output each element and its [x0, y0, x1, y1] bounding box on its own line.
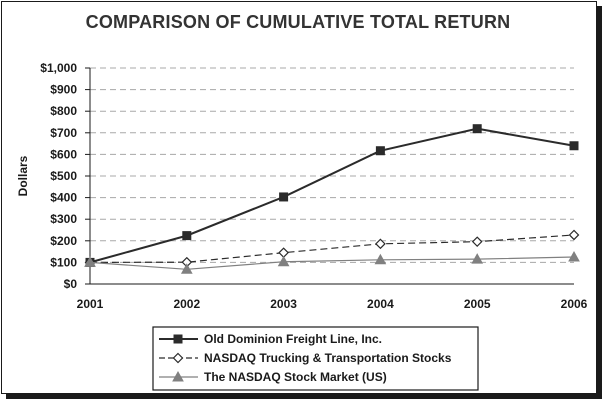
x-tick-label: 2002 [173, 297, 200, 311]
data-point-s3 [84, 256, 96, 267]
y-axis-title: Dollars [16, 155, 30, 196]
legend-swatch-marker [173, 334, 183, 344]
legend-label: The NASDAQ Stock Market (US) [204, 370, 387, 384]
data-point-s2 [375, 238, 386, 250]
data-point-s1 [182, 231, 192, 241]
data-point-s3 [180, 263, 193, 274]
y-tick-label: $800 [50, 104, 77, 118]
legend-label: NASDAQ Trucking & Transportation Stocks [204, 351, 452, 365]
series-line-3 [89, 256, 575, 270]
chart-shadow-right [597, 6, 602, 395]
data-point-s3 [374, 253, 387, 265]
y-tick-label: $0 [64, 277, 78, 291]
data-point-s1 [472, 124, 482, 134]
data-point-s1 [279, 192, 289, 202]
legend-box [152, 326, 479, 391]
x-tick-label: 2004 [367, 297, 394, 311]
y-tick-label: $700 [50, 126, 77, 140]
x-tick-label: 2005 [464, 297, 491, 311]
data-point-s3 [277, 255, 290, 267]
y-tick-label: $600 [50, 147, 77, 161]
legend: Old Dominion Freight Line, Inc. NASDAQ Tr… [152, 326, 479, 391]
legend-label: Old Dominion Freight Line, Inc. [204, 332, 382, 346]
chart-shadow-bottom [6, 394, 602, 399]
data-point-s3 [568, 250, 580, 262]
y-tick-label: $100 [50, 255, 77, 269]
series-line-1 [89, 127, 575, 264]
data-point-s1 [569, 141, 579, 151]
x-tick-label: 2006 [561, 297, 588, 311]
x-tick-label: 2001 [77, 297, 104, 311]
y-tick-label: $300 [50, 212, 77, 226]
y-tick-label: $900 [50, 83, 77, 97]
series-line-2 [89, 234, 575, 263]
data-point-s3 [471, 253, 484, 264]
legend-swatch-marker [172, 370, 184, 382]
legend-swatch-marker [172, 352, 184, 364]
data-point-s2 [471, 236, 483, 248]
axis-layer [85, 67, 574, 285]
grid-layer [90, 67, 574, 263]
y-tick-label: $500 [50, 169, 77, 183]
chart-title: COMPARISON OF CUMULATIVE TOTAL RETURN [85, 12, 511, 32]
label-layer: $0 $100 $200 $300 $400 $500 $600 $700 $800 $900 $1… [16, 61, 588, 311]
y-tick-label: $400 [50, 191, 77, 205]
y-tick-label: $200 [50, 234, 77, 248]
data-point-s2 [568, 229, 580, 241]
y-tick-label: $1,000 [40, 61, 77, 75]
data-point-s1 [375, 146, 385, 156]
series-layer [84, 124, 580, 274]
x-tick-label: 2003 [270, 297, 297, 311]
